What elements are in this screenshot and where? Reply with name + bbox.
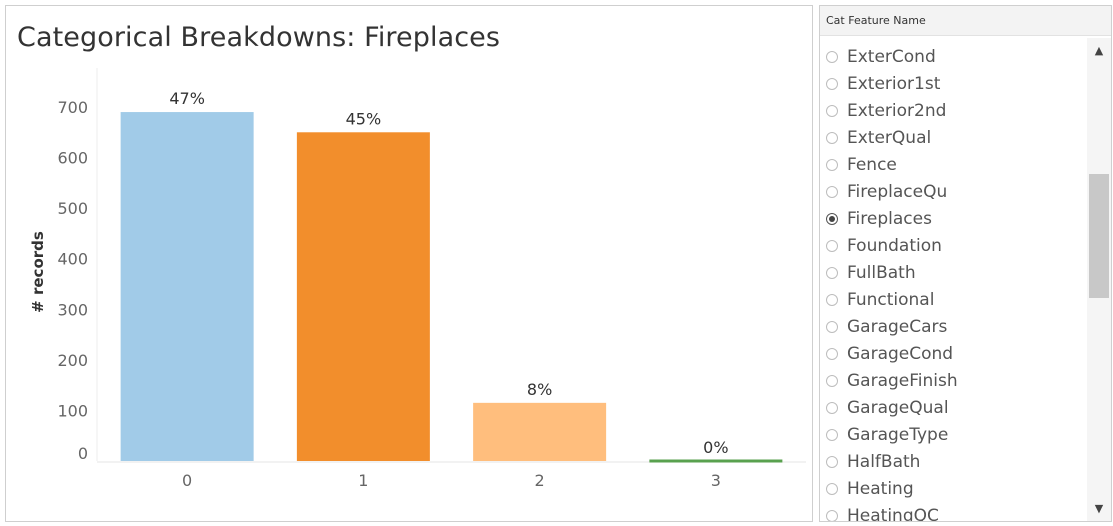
x-tick-label-1: 1 xyxy=(358,471,368,490)
chart-panel: Categorical Breakdowns: Fireplaces 0 100 2… xyxy=(5,5,813,522)
filter-option-label: Functional xyxy=(847,289,935,310)
radio-unselected-icon[interactable] xyxy=(826,320,838,333)
filter-option-label: ExterQual xyxy=(847,127,932,148)
radio-unselected-icon[interactable] xyxy=(826,77,838,90)
y-tick-label: 200 xyxy=(57,351,88,370)
filter-option-label: GarageCars xyxy=(847,316,948,337)
filter-option-label: GarageFinish xyxy=(847,370,958,391)
filter-option-exterqual[interactable]: ExterQual xyxy=(826,124,1086,151)
bar-chart: 0 100 200 300 400 500 600 700 # records 47% 0 45% 1 8… xyxy=(29,68,806,490)
filter-option-heatingqc[interactable]: HeatingQC xyxy=(826,502,1086,522)
radio-unselected-icon[interactable] xyxy=(826,158,838,171)
feature-filter-panel: Cat Feature Name ExterCond Exterior1st Ext… xyxy=(819,5,1112,522)
radio-unselected-icon[interactable] xyxy=(826,347,838,360)
y-tick-label: 600 xyxy=(57,149,88,168)
filter-option-extercond[interactable]: ExterCond xyxy=(826,43,1086,70)
radio-unselected-icon[interactable] xyxy=(826,428,838,441)
filter-option-label: Fence xyxy=(847,154,897,175)
filter-option-label: Fireplaces xyxy=(847,208,932,229)
chart-title: Categorical Breakdowns: Fireplaces xyxy=(17,22,501,53)
filter-option-label: FullBath xyxy=(847,262,916,283)
filter-scrollbar[interactable]: ▲ ▼ xyxy=(1087,38,1111,521)
filter-option-label: Foundation xyxy=(847,235,942,256)
filter-option-garagefinish[interactable]: GarageFinish xyxy=(826,367,1086,394)
radio-unselected-icon[interactable] xyxy=(826,509,838,521)
filter-option-garagecars[interactable]: GarageCars xyxy=(826,313,1086,340)
filter-option-halfbath[interactable]: HalfBath xyxy=(826,448,1086,475)
radio-unselected-icon[interactable] xyxy=(826,131,838,144)
filter-option-label: HalfBath xyxy=(847,451,921,472)
y-tick-label: 0 xyxy=(78,444,88,463)
filter-option-label: GarageCond xyxy=(847,343,954,364)
filter-option-fireplaces[interactable]: Fireplaces xyxy=(826,205,1086,232)
chevron-down-icon[interactable]: ▼ xyxy=(1094,502,1104,515)
radio-unselected-icon[interactable] xyxy=(826,50,838,63)
filter-option-label: ExterCond xyxy=(847,46,936,67)
y-tick-label: 300 xyxy=(57,300,88,319)
filter-option-garagecond[interactable]: GarageCond xyxy=(826,340,1086,367)
y-tick-label: 500 xyxy=(57,199,88,218)
bar-1[interactable] xyxy=(296,132,430,461)
filter-option-fence[interactable]: Fence xyxy=(826,151,1086,178)
x-tick-label-0: 0 xyxy=(182,471,192,490)
data-label-3: 0% xyxy=(703,438,728,457)
radio-unselected-icon[interactable] xyxy=(826,293,838,306)
radio-unselected-icon[interactable] xyxy=(826,185,838,198)
filter-option-exterior1st[interactable]: Exterior1st xyxy=(826,70,1086,97)
radio-unselected-icon[interactable] xyxy=(826,482,838,495)
filter-option-fullbath[interactable]: FullBath xyxy=(826,259,1086,286)
filter-title: Cat Feature Name xyxy=(826,14,926,27)
bar-3[interactable] xyxy=(649,459,783,463)
filter-option-label: GarageType xyxy=(847,424,949,445)
x-tick-label-2: 2 xyxy=(535,471,545,490)
data-label-0: 47% xyxy=(169,89,205,108)
filter-option-label: Exterior2nd xyxy=(847,100,947,121)
filter-option-label: Exterior1st xyxy=(847,73,941,94)
filter-option-label: HeatingQC xyxy=(847,505,939,522)
bar-0[interactable] xyxy=(120,112,254,462)
data-label-2: 8% xyxy=(527,380,552,399)
radio-unselected-icon[interactable] xyxy=(826,239,838,252)
radio-selected-icon[interactable] xyxy=(826,212,838,225)
radio-unselected-icon[interactable] xyxy=(826,374,838,387)
x-tick-label-3: 3 xyxy=(711,471,721,490)
filter-option-label: Heating xyxy=(847,478,914,499)
filter-option-heating[interactable]: Heating xyxy=(826,475,1086,502)
y-tick-label: 400 xyxy=(57,250,88,269)
filter-option-exterior2nd[interactable]: Exterior2nd xyxy=(826,97,1086,124)
filter-option-fireplacequ[interactable]: FireplaceQu xyxy=(826,178,1086,205)
filter-option-garagequal[interactable]: GarageQual xyxy=(826,394,1086,421)
y-axis-title: # records xyxy=(29,231,47,313)
filter-option-foundation[interactable]: Foundation xyxy=(826,232,1086,259)
bar-2[interactable] xyxy=(473,402,607,461)
radio-unselected-icon[interactable] xyxy=(826,401,838,414)
radio-unselected-icon[interactable] xyxy=(826,104,838,117)
radio-unselected-icon[interactable] xyxy=(826,266,838,279)
filter-option-functional[interactable]: Functional xyxy=(826,286,1086,313)
scroll-thumb[interactable] xyxy=(1089,174,1109,298)
y-tick-label: 100 xyxy=(57,401,88,420)
filter-option-garagetype[interactable]: GarageType xyxy=(826,421,1086,448)
y-tick-label: 700 xyxy=(57,98,88,117)
radio-unselected-icon[interactable] xyxy=(826,455,838,468)
data-label-1: 45% xyxy=(346,109,382,128)
filter-option-label: GarageQual xyxy=(847,397,949,418)
chevron-up-icon[interactable]: ▲ xyxy=(1094,44,1104,57)
filter-header: Cat Feature Name xyxy=(820,6,1111,36)
filter-option-label: FireplaceQu xyxy=(847,181,948,202)
filter-radio-list: ExterCond Exterior1st Exterior2nd ExterQual… xyxy=(820,38,1088,522)
